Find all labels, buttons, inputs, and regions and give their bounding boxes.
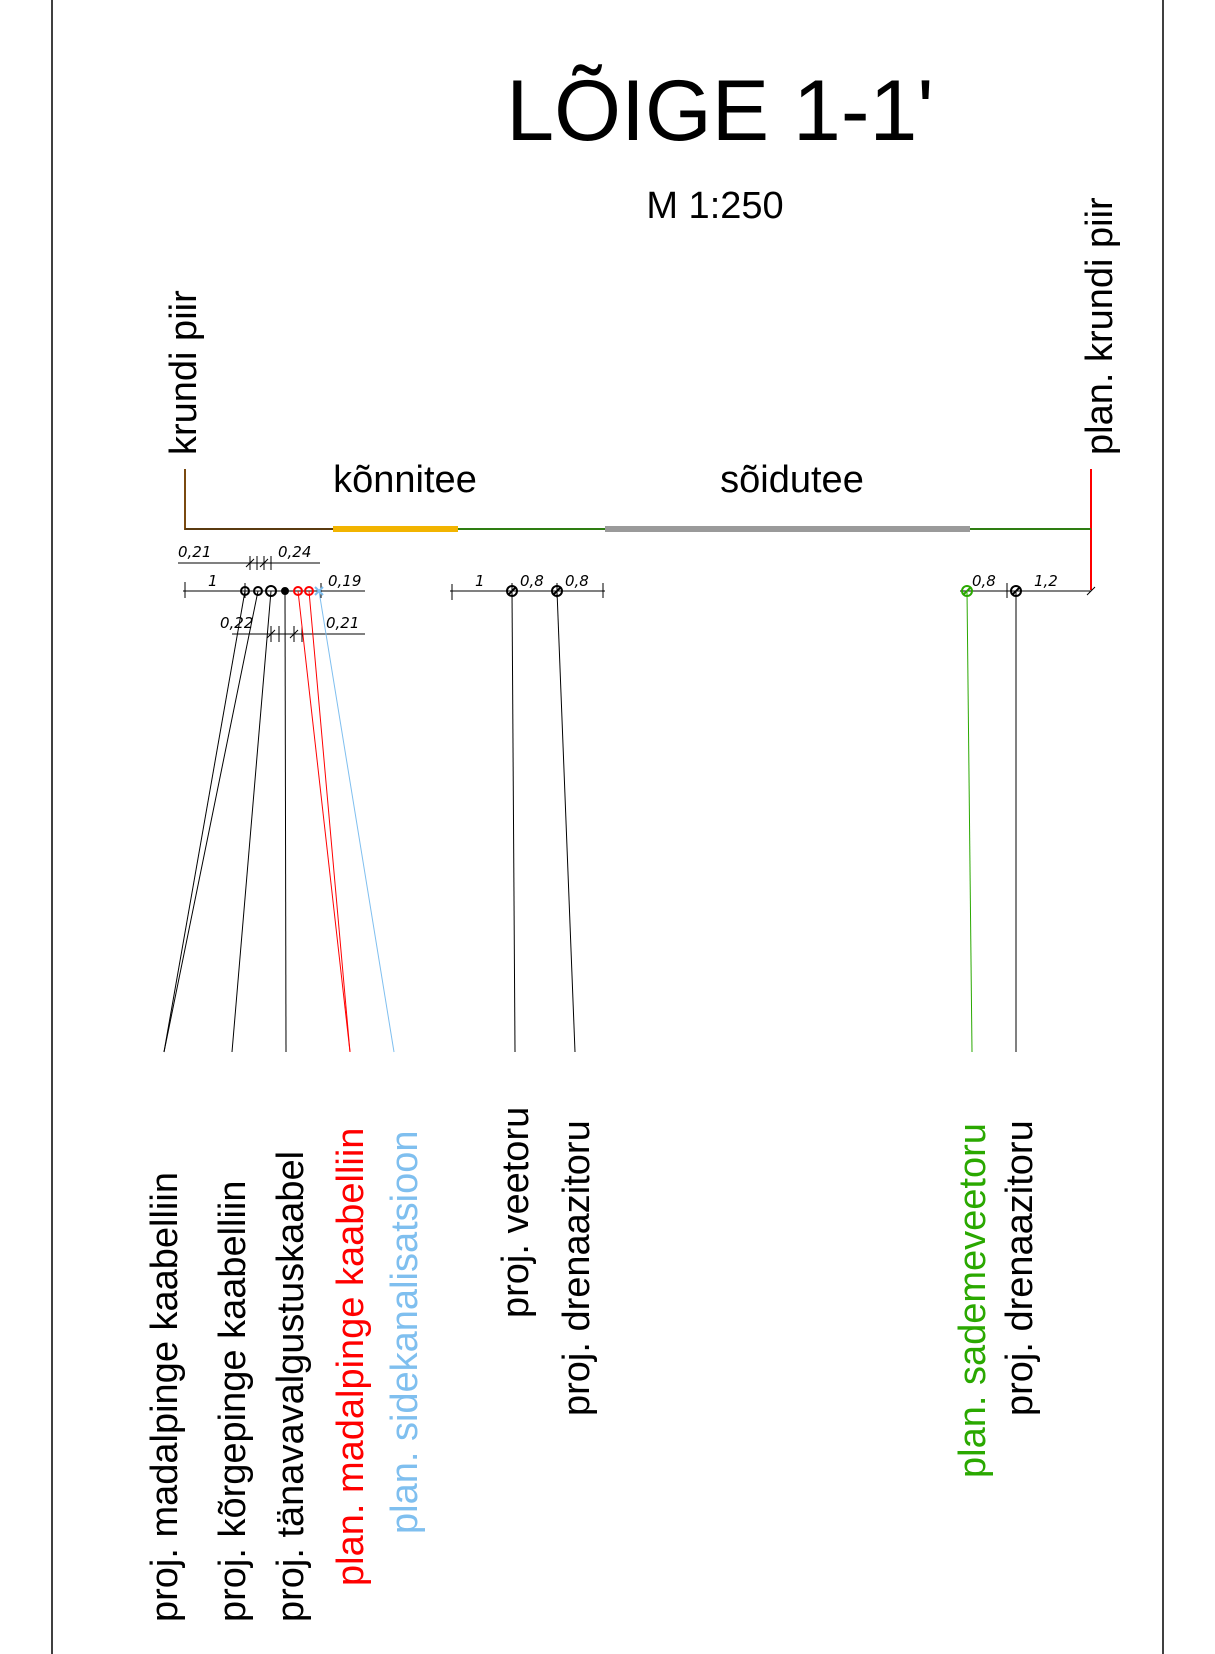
utility-label-5: plan. sidekanalisatsioon xyxy=(384,1131,426,1535)
utility-label-3: proj. tänavavalgustuskaabel xyxy=(270,1151,312,1622)
dim-middle-3: 0,8 xyxy=(565,572,589,590)
right-dimension xyxy=(960,583,1096,598)
sidewalk-label: kõnnitee xyxy=(333,459,477,501)
dim-left-lower-1: 0,22 xyxy=(220,614,253,632)
left-boundary-label: krundi piir xyxy=(163,290,205,455)
leader-lines xyxy=(163,590,1017,1053)
leader-korgepinge xyxy=(231,590,272,1053)
leader-madalpinge-1 xyxy=(163,590,246,1053)
utility-label-1: proj. madalpinge kaabelliin xyxy=(144,1172,186,1622)
dim-middle-2: 0,8 xyxy=(520,572,544,590)
left-main-dimension xyxy=(183,582,365,598)
dim-left-lower-2: 0,21 xyxy=(326,614,359,632)
dim-left-main-2: 0,19 xyxy=(328,572,361,590)
left-upper-dimension xyxy=(178,556,320,570)
pipe-tanavavalgustus-marker xyxy=(265,585,277,597)
pipe-drenaazitoru-right-marker xyxy=(1010,585,1022,597)
dim-right-2: 1,2 xyxy=(1034,572,1058,590)
utility-label-2: proj. kõrgepinge kaabelliin xyxy=(212,1180,254,1622)
dim-left-upper-2: 0,24 xyxy=(278,543,311,561)
pipe-plan-madalpinge-marker-2 xyxy=(304,586,314,596)
utility-label-4: plan. madalpinge kaabelliin xyxy=(330,1128,372,1586)
scale-label: M 1:250 xyxy=(646,185,783,227)
utility-label-7: proj. drenaazitoru xyxy=(556,1120,598,1416)
utility-label-8: plan. sademeveetoru xyxy=(952,1123,994,1478)
pipe-madalpinge-marker xyxy=(240,586,250,596)
dim-right-1: 0,8 xyxy=(972,572,996,590)
pipe-veetoru-marker xyxy=(506,585,518,597)
pipe-plan-madalpinge-marker-1 xyxy=(293,586,303,596)
leader-plan-madalpinge-1 xyxy=(297,590,351,1053)
utility-label-6: proj. veetoru xyxy=(495,1107,537,1318)
leader-plan-madalpinge-2 xyxy=(308,590,351,1053)
right-boundary-label: plan. krundi piir xyxy=(1079,197,1121,455)
pipe-small-marker xyxy=(281,587,289,595)
leader-tanavavalgustus xyxy=(284,590,287,1053)
section-title: LÕIGE 1-1' xyxy=(506,63,933,159)
pipe-drenaazitoru-middle-marker xyxy=(551,585,563,597)
pipe-sademeveetoru-marker xyxy=(961,585,973,597)
leader-drenaazitoru-middle xyxy=(556,590,576,1053)
leader-sademeveetoru xyxy=(966,590,973,1053)
dim-middle-1: 1 xyxy=(475,572,485,590)
pipe-korgepinge-marker xyxy=(253,586,263,596)
leader-veetoru xyxy=(511,590,516,1053)
leader-sidekanalisatsioon xyxy=(318,590,395,1053)
pipe-sidekanalisatsioon-marker xyxy=(314,586,324,596)
dim-left-main-1: 1 xyxy=(208,572,218,590)
leader-madalpinge-2 xyxy=(163,590,259,1053)
utility-label-9: proj. drenaazitoru xyxy=(999,1120,1041,1416)
dim-left-upper-1: 0,21 xyxy=(178,543,211,561)
roadway-label: sõidutee xyxy=(720,459,864,501)
